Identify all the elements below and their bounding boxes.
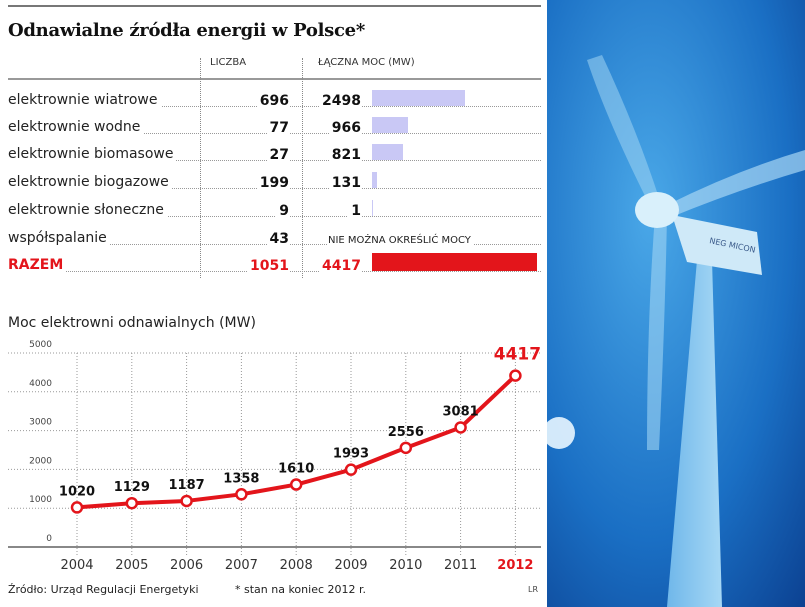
- row-power: 1: [348, 203, 361, 219]
- data-point: [180, 494, 193, 508]
- power-bar: [372, 253, 537, 271]
- row-label: RAZEM: [8, 257, 67, 273]
- y-tick-label: 1000: [29, 495, 52, 505]
- x-tick-label: 2006: [170, 558, 203, 573]
- row-label: współspalanie: [8, 230, 110, 246]
- table-row: elektrownie wiatrowe 696 2498: [8, 87, 541, 111]
- header-power: ŁĄCZNA MOC (MW): [318, 57, 415, 68]
- source-text: Źródło: Urząd Regulacji Energetyki: [8, 583, 199, 596]
- row-power: 4417: [319, 258, 361, 274]
- sun-icon: [547, 417, 575, 449]
- table-row: elektrownie wodne 77 966: [8, 114, 541, 138]
- header-count: LICZBA: [210, 57, 247, 68]
- data-point: [509, 369, 522, 382]
- x-tick-label: 2012: [497, 558, 533, 573]
- total-row: RAZEM 1051 4417: [8, 252, 541, 276]
- row-count: 27: [266, 147, 289, 163]
- row-label: elektrownie wodne: [8, 119, 144, 135]
- data-label: 1187: [169, 478, 205, 493]
- row-label: elektrownie słoneczne: [8, 202, 167, 218]
- power-bar: [372, 200, 373, 216]
- table-row: elektrownie biomasowe 27 821: [8, 141, 541, 165]
- x-tick-label: 2011: [444, 558, 477, 573]
- top-rule: [8, 5, 541, 7]
- x-tick-label: 2008: [280, 558, 313, 573]
- data-point: [399, 441, 413, 455]
- row-count: 43: [266, 231, 289, 247]
- credit: LR: [528, 585, 539, 594]
- data-point: [70, 501, 84, 514]
- row-power: 131: [328, 175, 361, 191]
- row-count: 9: [276, 203, 289, 219]
- y-tick-label: 3000: [29, 418, 52, 428]
- row-power: 966: [328, 120, 361, 136]
- infographic-title: Odnawialne źródła energii w Polsce*: [8, 20, 365, 41]
- table-row: współspalanie 43 NIE MOŻNA OKREŚLIĆ MOCY: [8, 225, 541, 249]
- x-tick-label: 2005: [115, 558, 148, 573]
- table-row: elektrownie słoneczne 9 1: [8, 197, 541, 221]
- data-label: 1993: [333, 447, 369, 462]
- power-bar: [372, 144, 403, 160]
- footnote: * stan na koniec 2012 r.: [235, 583, 367, 596]
- data-label: 4417: [494, 345, 541, 365]
- x-tick-label: 2009: [334, 558, 367, 573]
- row-label: elektrownie biogazowe: [8, 174, 172, 190]
- power-bar: [372, 90, 466, 106]
- row-count: 1051: [247, 258, 289, 274]
- data-point: [289, 478, 303, 491]
- column-divider: [200, 58, 201, 278]
- y-tick-label: 4000: [29, 379, 52, 389]
- column-divider: [302, 58, 303, 278]
- y-tick-label: 2000: [29, 456, 52, 466]
- chart-title: Moc elektrowni odnawialnych (MW): [8, 315, 256, 331]
- row-count: 199: [256, 175, 289, 191]
- line-chart: 0 1000 2000 3000 4000 5000 2004 2005 2006 2007 200…: [8, 340, 541, 573]
- data-label: 3081: [443, 404, 479, 419]
- header-rule: [8, 78, 541, 80]
- data-label: 1020: [59, 484, 95, 499]
- wind-turbine-photo: NEG MICON: [547, 0, 805, 607]
- table-row: elektrownie biogazowe 199 131: [8, 169, 541, 193]
- x-tick-label: 2007: [225, 558, 258, 573]
- data-label: 1358: [223, 471, 259, 486]
- x-tick-label: 2004: [60, 558, 93, 573]
- y-tick-label: 0: [46, 534, 52, 544]
- row-label: elektrownie wiatrowe: [8, 92, 161, 108]
- row-power-note: NIE MOŻNA OKREŚLIĆ MOCY: [328, 235, 473, 246]
- power-bar: [372, 172, 377, 188]
- data-point: [125, 496, 139, 510]
- data-point: [344, 463, 358, 476]
- row-label: elektrownie biomasowe: [8, 146, 177, 162]
- row-power: 821: [328, 147, 361, 163]
- data-point: [235, 488, 248, 501]
- row-count: 77: [266, 120, 289, 136]
- dot-leader: [8, 216, 541, 217]
- data-label: 1129: [114, 480, 150, 495]
- x-tick-label: 2010: [389, 558, 422, 573]
- power-bar: [372, 117, 409, 133]
- data-point: [454, 421, 467, 434]
- row-count: 696: [256, 93, 289, 109]
- data-label: 2556: [388, 425, 424, 440]
- data-label: 1610: [278, 462, 314, 477]
- row-power: 2498: [319, 93, 361, 109]
- y-tick-label: 5000: [29, 340, 52, 350]
